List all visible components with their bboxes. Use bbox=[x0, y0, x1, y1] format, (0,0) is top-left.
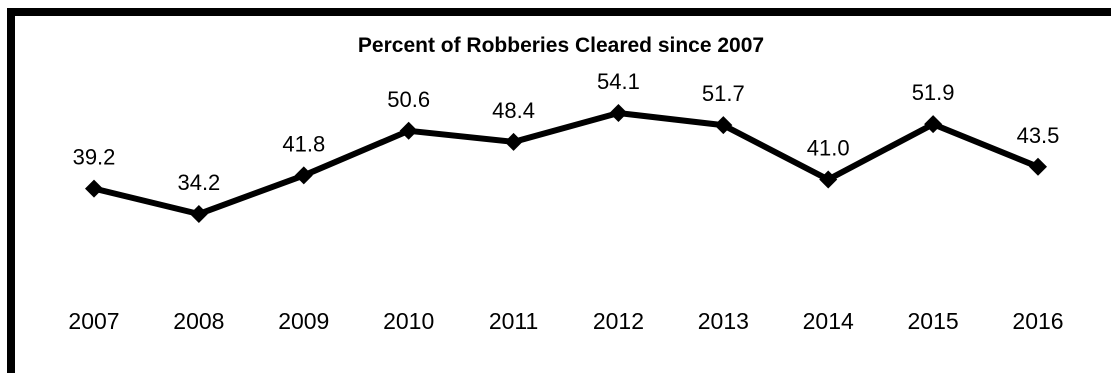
data-point-marker bbox=[399, 121, 418, 140]
x-tick-label: 2012 bbox=[593, 308, 644, 334]
data-label: 41.8 bbox=[282, 131, 325, 156]
data-label: 48.4 bbox=[492, 98, 535, 123]
x-tick-label: 2016 bbox=[1012, 308, 1063, 334]
data-point-marker bbox=[819, 170, 838, 189]
data-label: 50.6 bbox=[387, 87, 430, 112]
data-point-marker bbox=[1029, 157, 1047, 176]
series-layer bbox=[85, 104, 1047, 223]
x-tick-label: 2011 bbox=[489, 308, 538, 334]
data-labels-layer: 39.2 34.2 41.8 50.6 48.4 54.1 51.7 41.0 51.9 43.5 bbox=[73, 69, 1060, 195]
chart-frame bbox=[7, 8, 1111, 378]
data-label: 39.2 bbox=[73, 145, 116, 170]
data-label: 34.2 bbox=[177, 170, 220, 195]
data-point-marker bbox=[189, 205, 208, 223]
data-label: 43.5 bbox=[1017, 123, 1060, 148]
x-tick-label: 2010 bbox=[383, 308, 434, 334]
data-label: 51.9 bbox=[912, 80, 955, 105]
data-point-marker bbox=[609, 104, 628, 122]
data-label: 41.0 bbox=[807, 135, 850, 160]
x-tick-label: 2008 bbox=[173, 308, 224, 334]
x-tick-label: 2015 bbox=[908, 308, 959, 334]
series-line bbox=[93, 109, 1040, 218]
x-tick-labels-layer: 2007 2008 2009 2010 2011 2012 2013 2014 2015 2016 bbox=[68, 308, 1063, 334]
data-point-marker bbox=[714, 116, 733, 135]
x-tick-label: 2014 bbox=[803, 308, 854, 334]
chart-title: Percent of Robberies Cleared since 2007 bbox=[358, 34, 764, 57]
x-tick-label: 2009 bbox=[278, 308, 329, 334]
data-label: 54.1 bbox=[597, 69, 640, 94]
data-point-marker bbox=[924, 115, 943, 134]
x-tick-label: 2013 bbox=[698, 308, 749, 334]
data-point-marker bbox=[294, 166, 313, 185]
data-label: 51.7 bbox=[702, 81, 745, 106]
x-tick-label: 2007 bbox=[68, 308, 119, 334]
data-point-marker bbox=[504, 132, 523, 151]
data-point-marker bbox=[85, 179, 103, 198]
